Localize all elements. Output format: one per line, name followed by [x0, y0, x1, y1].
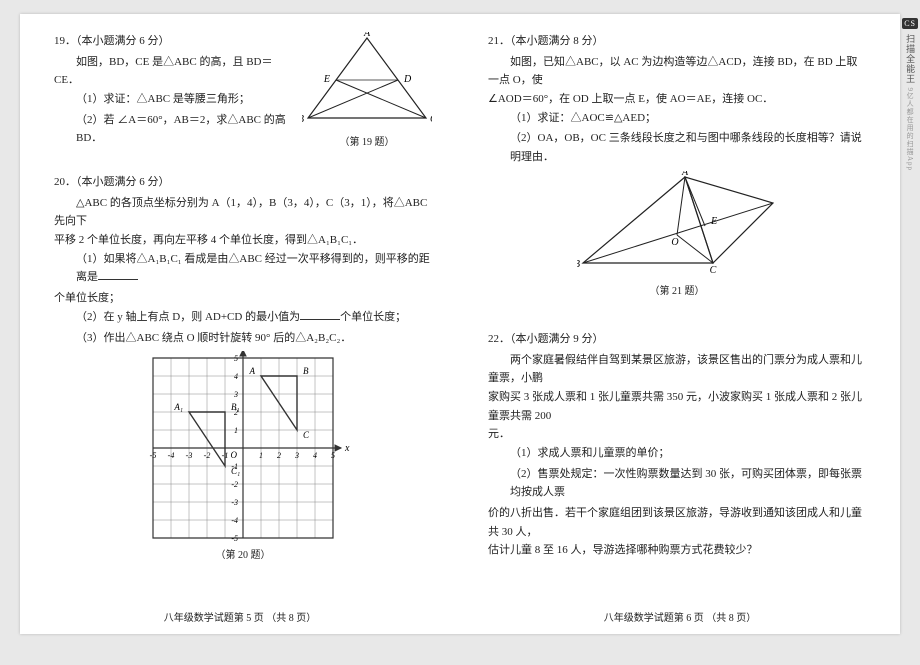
svg-text:C₁: C₁	[231, 466, 240, 476]
q20-line1: △ABC 的各顶点坐标分别为 A（1，4），B（3，4），C（3，1），将△AB…	[54, 194, 432, 231]
q22-line3: 元．	[488, 425, 866, 444]
svg-text:O: O	[671, 237, 678, 248]
watermark-line1: 扫描全能王	[905, 34, 915, 84]
page-6: 21．（本小题满分 8 分） 如图，已知△ABC，以 AC 为边构造等边△ACD…	[460, 14, 900, 634]
q22-line2: 家购买 3 张成人票和 1 张儿童票共需 350 元，小波家购买 1 张成人票和…	[488, 388, 866, 425]
q19-figure-wrap: A B C E D （第 19 题）	[302, 32, 432, 151]
page-5-footer: 八年级数学试题第 5 页 （共 8 页）	[20, 609, 460, 624]
q19-caption: （第 19 题）	[302, 134, 432, 151]
exam-sheet: 19．（本小题满分 6 分） 如图，BD，CE 是△ABC 的高，且 BD＝CE…	[20, 14, 900, 634]
problem-20: 20．（本小题满分 6 分） △ABC 的各顶点坐标分别为 A（1，4），B（3…	[54, 173, 432, 564]
watermark: CS 扫描全能王 9亿人都在用的扫描App	[902, 18, 918, 171]
q22-line7: 估计儿童 8 至 16 人，导游选择哪种购票方式花费较少？	[488, 541, 866, 560]
svg-text:O: O	[231, 450, 238, 460]
q22-header: 22．（本小题满分 9 分）	[488, 330, 866, 349]
page-5: 19．（本小题满分 6 分） 如图，BD，CE 是△ABC 的高，且 BD＝CE…	[20, 14, 460, 634]
svg-text:-4: -4	[168, 451, 175, 460]
q21-line4: （2）OA，OB，OC 三条线段长度之和与图中哪条线段的长度相等？请说明理由．	[510, 129, 866, 166]
q20-line5: （3）作出△ABC 绕点 O 顺时针旋转 90° 后的△A₂B₂C₂．	[76, 329, 432, 348]
q21-header: 21．（本小题满分 8 分）	[488, 32, 866, 51]
svg-text:A: A	[681, 171, 689, 178]
svg-text:A₁: A₁	[173, 402, 183, 412]
q22-line1: 两个家庭暑假结伴自驾到某景区旅游，该景区售出的门票分为成人票和儿童票，小鹏	[488, 351, 866, 388]
problem-21: 21．（本小题满分 8 分） 如图，已知△ABC，以 AC 为边构造等边△ACD…	[488, 32, 866, 300]
svg-text:5: 5	[234, 354, 238, 363]
svg-text:-2: -2	[204, 451, 211, 460]
q20-grid: -5-4-3-2-112345Oxy54321-1-2-3-4-5ABCA₁B₁…	[133, 351, 353, 545]
problem-19: 19．（本小题满分 6 分） 如图，BD，CE 是△ABC 的高，且 BD＝CE…	[54, 32, 432, 151]
q20-line3: （1）如果将△A₁B₁C₁ 看成是由△ABC 经过一次平移得到的，则平移的距离是	[76, 250, 432, 287]
svg-text:C: C	[710, 265, 717, 276]
svg-text:A: A	[363, 32, 371, 39]
q22-line4: （1）求成人票和儿童票的单价；	[510, 444, 866, 463]
watermark-badge: CS	[902, 18, 918, 29]
q21-figure-wrap: A B C D O E （第 21 题）	[488, 171, 866, 300]
q20-header: 20．（本小题满分 6 分）	[54, 173, 432, 192]
svg-text:C: C	[430, 114, 432, 125]
q19-line1: 如图，BD，CE 是△ABC 的高，且 BD＝CE．	[54, 53, 294, 90]
svg-text:B: B	[302, 114, 304, 125]
q21-figure: A B C D O E	[577, 171, 777, 281]
svg-text:A: A	[249, 366, 256, 376]
q19-line3: （2）若 ∠A＝60°，AB＝2，求△ABC 的高 BD．	[76, 111, 294, 148]
svg-text:E: E	[710, 216, 717, 227]
q22-line5: （2）售票处规定：一次性购票数量达到 30 张，可购买团体票，即每张票均按成人票	[510, 465, 866, 502]
svg-text:E: E	[323, 74, 330, 85]
svg-text:B: B	[303, 366, 309, 376]
svg-text:x: x	[344, 443, 350, 454]
svg-text:-4: -4	[231, 516, 238, 525]
svg-text:-5: -5	[231, 534, 238, 543]
q21-caption: （第 21 题）	[488, 283, 866, 300]
svg-text:1: 1	[234, 426, 238, 435]
q19-line2: （1）求证：△ABC 是等腰三角形；	[76, 90, 294, 109]
q20-caption: （第 20 题）	[54, 547, 432, 564]
q20-line3b: 个单位长度；	[54, 289, 432, 308]
q19-figure: A B C E D	[302, 32, 432, 132]
svg-text:-3: -3	[231, 498, 238, 507]
q20-line4b: 个单位长度；	[340, 311, 406, 323]
svg-text:-2: -2	[231, 480, 238, 489]
svg-text:-3: -3	[186, 451, 193, 460]
svg-text:3: 3	[294, 451, 299, 460]
svg-text:4: 4	[234, 372, 238, 381]
q21-line3: （1）求证：△AOC≌△AED；	[510, 109, 866, 128]
svg-text:2: 2	[277, 451, 281, 460]
svg-text:1: 1	[259, 451, 263, 460]
svg-text:C: C	[303, 430, 310, 440]
svg-text:D: D	[403, 74, 412, 85]
q20-line2: 平移 2 个单位长度，再向左平移 4 个单位长度，得到△A₁B₁C₁．	[54, 231, 432, 250]
svg-text:5: 5	[331, 451, 335, 460]
svg-text:B: B	[577, 259, 580, 270]
q21-line1: 如图，已知△ABC，以 AC 为边构造等边△ACD，连接 BD，在 BD 上取一…	[488, 53, 866, 90]
page-6-footer: 八年级数学试题第 6 页 （共 8 页）	[460, 609, 900, 624]
watermark-line2: 9亿人都在用的扫描App	[906, 88, 914, 172]
q21-line2: ∠AOD＝60°，在 OD 上取一点 E，使 AO＝AE，连接 OC．	[488, 90, 866, 109]
svg-text:B₁: B₁	[231, 402, 240, 412]
q19-header: 19．（本小题满分 6 分）	[54, 32, 294, 51]
svg-text:4: 4	[313, 451, 317, 460]
q20-line4: （2）在 y 轴上有点 D，则 AD+CD 的最小值为 个单位长度；	[76, 308, 432, 327]
q20-blank2	[300, 309, 340, 320]
q20-blank1	[98, 269, 138, 280]
q22-line6: 价的八折出售．若干个家庭组团到该景区旅游，导游收到通知该团成人和儿童共 30 人…	[488, 504, 866, 541]
svg-text:-5: -5	[150, 451, 157, 460]
q20-line4-text: （2）在 y 轴上有点 D，则 AD+CD 的最小值为	[76, 311, 300, 323]
svg-text:3: 3	[233, 390, 238, 399]
svg-text:D: D	[776, 197, 777, 208]
problem-22: 22．（本小题满分 9 分） 两个家庭暑假结伴自驾到某景区旅游，该景区售出的门票…	[488, 330, 866, 560]
